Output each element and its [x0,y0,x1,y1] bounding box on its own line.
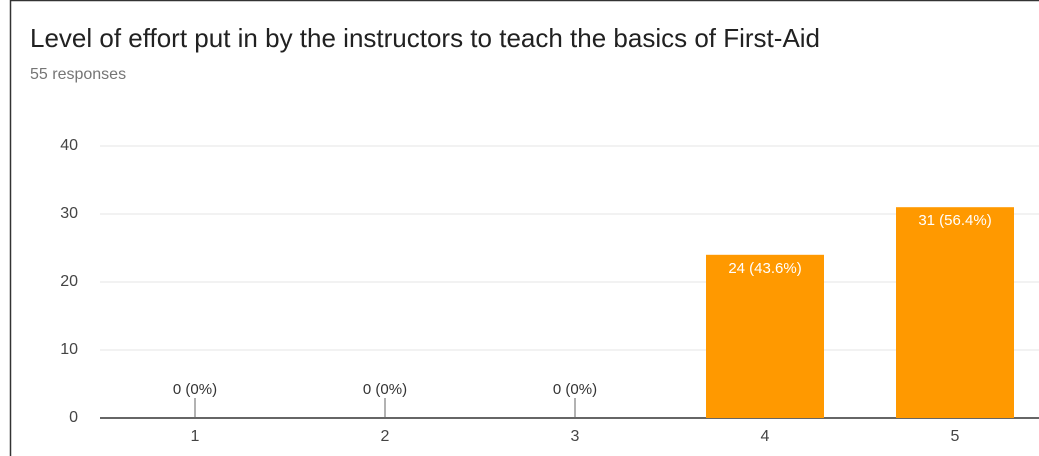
data-label: 0 (0%) [173,381,217,398]
data-label: 31 (56.4%) [918,212,991,229]
bar [706,254,824,418]
data-label: 0 (0%) [553,381,597,398]
x-tick-label: 3 [571,428,580,445]
chart-title: Level of effort put in by the instructor… [30,23,820,53]
x-tick-label: 5 [951,428,960,445]
x-tick-label: 1 [191,428,200,445]
y-tick-label: 0 [69,409,78,426]
bar [896,207,1014,418]
chart-subtitle: 55 responses [30,66,126,83]
x-tick-label: 4 [761,428,770,445]
y-tick-label: 20 [60,273,78,290]
x-tick-label: 2 [381,428,390,445]
y-tick-label: 40 [60,137,78,154]
card-border [9,0,1039,456]
data-label: 0 (0%) [363,381,407,398]
data-label: 24 (43.6%) [728,260,801,277]
y-tick-label: 10 [60,341,78,358]
y-tick-label: 30 [60,205,78,222]
